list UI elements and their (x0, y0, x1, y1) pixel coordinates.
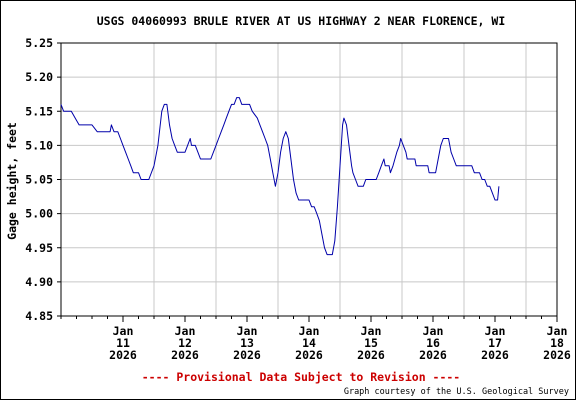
y-tick-label: 4.85 (25, 309, 53, 323)
x-tick-label-year: 2026 (543, 348, 571, 362)
axis-ticks (57, 42, 558, 322)
x-tick-label-year: 2026 (481, 348, 509, 362)
x-tick-label-month: Jan (237, 324, 258, 338)
chart-title: USGS 04060993 BRULE RIVER AT US HIGHWAY … (97, 14, 506, 28)
y-tick-label: 5.00 (25, 207, 53, 221)
y-axis-title: Gage height, feet (5, 122, 19, 240)
x-tick-label-year: 2026 (419, 348, 447, 362)
y-tick-label: 5.20 (25, 70, 53, 84)
y-tick-label: 5.10 (25, 138, 53, 152)
provisional-data-note: ---- Provisional Data Subject to Revisio… (142, 370, 461, 384)
gage-height-series-line (60, 97, 500, 256)
y-tick-label: 5.15 (25, 104, 53, 118)
y-tick-label: 4.95 (25, 241, 53, 255)
x-tick-label-month: Jan (485, 324, 506, 338)
x-tick-label-year: 2026 (171, 348, 199, 362)
x-tick-label-day: 15 (364, 336, 378, 350)
series-layer (60, 97, 500, 256)
usgs-credit: Graph courtesy of the U.S. Geological Su… (344, 387, 569, 397)
x-tick-label-year: 2026 (295, 348, 323, 362)
x-tick-label-day: 17 (488, 336, 502, 350)
y-tick-label: 5.05 (25, 173, 53, 187)
x-tick-label-day: 12 (178, 336, 192, 350)
x-tick-label-month: Jan (299, 324, 320, 338)
x-tick-label-day: 16 (426, 336, 440, 350)
y-tick-label: 5.25 (25, 36, 53, 50)
x-axis-tick-labels: Jan112026Jan122026Jan132026Jan142026Jan1… (109, 324, 571, 362)
x-tick-label-day: 13 (240, 336, 254, 350)
y-axis-tick-labels: 5.25 5.20 5.15 5.10 5.05 5.00 4.95 4.90 4.85 (25, 36, 53, 323)
x-tick-label-month: Jan (175, 324, 196, 338)
x-tick-label-year: 2026 (109, 348, 137, 362)
grid-lines (61, 43, 557, 316)
x-tick-label-month: Jan (361, 324, 382, 338)
x-tick-label-month: Jan (113, 324, 134, 338)
x-tick-label-day: 14 (302, 336, 316, 350)
x-tick-label-day: 11 (116, 336, 130, 350)
x-tick-label-year: 2026 (357, 348, 385, 362)
x-tick-label-day: 18 (550, 336, 564, 350)
x-tick-label-year: 2026 (233, 348, 261, 362)
x-tick-label-month: Jan (423, 324, 444, 338)
x-tick-label-month: Jan (547, 324, 568, 338)
y-tick-label: 4.90 (25, 275, 53, 289)
